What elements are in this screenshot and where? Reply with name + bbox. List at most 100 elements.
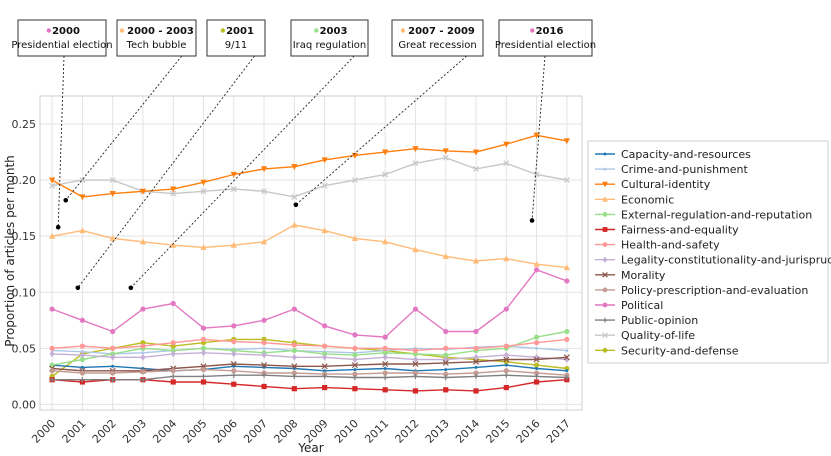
data-point bbox=[412, 373, 419, 379]
annotation-subtitle: Tech bubble bbox=[126, 40, 187, 51]
legend-swatch-marker bbox=[602, 317, 608, 323]
data-point bbox=[412, 347, 419, 354]
annotation-connector bbox=[130, 55, 355, 289]
data-point bbox=[533, 362, 540, 368]
data-point bbox=[533, 356, 540, 363]
y-axis-label: Proportion of articles per month bbox=[3, 155, 17, 347]
data-point bbox=[412, 160, 419, 167]
annotation-title: 2003 bbox=[320, 26, 348, 37]
annotation: 2016 Presidential election bbox=[495, 19, 596, 223]
data-point bbox=[473, 353, 479, 361]
data-point bbox=[141, 351, 145, 355]
data-point bbox=[291, 306, 297, 312]
legend-item: Morality bbox=[595, 269, 666, 282]
x-axis-label: Year bbox=[297, 441, 323, 455]
data-point bbox=[382, 171, 389, 178]
data-point bbox=[412, 146, 419, 153]
data-point bbox=[533, 373, 540, 379]
legend-item: Cultural-identity bbox=[595, 178, 711, 191]
data-point bbox=[503, 255, 510, 262]
data-point bbox=[261, 351, 267, 359]
data-point bbox=[231, 381, 237, 387]
data-point bbox=[322, 343, 328, 349]
legend-swatch-marker bbox=[602, 196, 608, 202]
x-tick-label: 2008 bbox=[271, 417, 300, 446]
x-tick-label: 2014 bbox=[453, 417, 482, 446]
annotation-box bbox=[290, 19, 369, 57]
data-point bbox=[170, 186, 177, 193]
data-point bbox=[231, 372, 237, 378]
data-point bbox=[323, 369, 327, 373]
x-tick-label: 2001 bbox=[60, 417, 89, 446]
data-point bbox=[79, 343, 85, 349]
data-point bbox=[443, 371, 449, 377]
data-point bbox=[565, 349, 569, 353]
data-point bbox=[535, 346, 539, 350]
legend-label: Morality bbox=[621, 269, 666, 282]
series-line bbox=[52, 379, 567, 392]
data-point bbox=[261, 383, 267, 390]
data-point bbox=[49, 306, 55, 312]
legend-swatch-marker bbox=[602, 212, 608, 217]
x-tick-label: 2015 bbox=[483, 417, 512, 446]
legend-swatch-marker bbox=[602, 332, 608, 339]
annotation: 2000 - 2003 Tech bubble bbox=[63, 19, 197, 203]
y-tick-label: 0.20 bbox=[12, 174, 37, 187]
data-point bbox=[291, 370, 297, 376]
series-layer bbox=[48, 132, 570, 394]
annotation-subtitle: Iraq regulation bbox=[293, 40, 367, 51]
series-line bbox=[52, 352, 567, 361]
data-point bbox=[109, 190, 116, 197]
annotation-title: 2000 bbox=[52, 26, 80, 37]
data-point bbox=[139, 188, 147, 195]
data-point bbox=[200, 379, 207, 385]
data-point bbox=[503, 356, 510, 363]
data-point bbox=[110, 377, 116, 383]
data-point bbox=[563, 138, 570, 145]
annotation-color-dot bbox=[220, 28, 225, 33]
data-point bbox=[352, 371, 358, 377]
data-point bbox=[564, 278, 570, 284]
data-point bbox=[352, 352, 358, 358]
annotation-point bbox=[63, 197, 69, 203]
data-point bbox=[140, 377, 146, 383]
data-point bbox=[351, 152, 359, 159]
legend-swatch-marker bbox=[602, 302, 608, 308]
data-point bbox=[49, 368, 55, 374]
annotation-connector bbox=[531, 55, 546, 221]
data-point bbox=[382, 149, 389, 156]
legend-swatch-marker bbox=[602, 271, 608, 278]
data-point bbox=[533, 260, 540, 267]
data-point bbox=[412, 356, 419, 363]
data-point bbox=[565, 369, 569, 373]
annotation-title: 2000 - 2003 bbox=[127, 26, 194, 37]
data-point bbox=[49, 377, 55, 383]
annotation-subtitle: Presidential election bbox=[495, 40, 596, 51]
data-point bbox=[564, 328, 570, 335]
legend-label: Quality-of-life bbox=[621, 329, 695, 342]
legend-swatch-marker bbox=[602, 181, 608, 188]
grid bbox=[40, 96, 582, 410]
annotation-point bbox=[128, 285, 134, 291]
data-point bbox=[382, 360, 389, 368]
annotation-connector bbox=[65, 55, 183, 201]
annotation: 2003 Iraq regulation bbox=[128, 19, 369, 291]
data-point bbox=[533, 171, 540, 178]
annotation-connector bbox=[77, 55, 255, 289]
data-point bbox=[140, 369, 146, 375]
legend-item: Quality-of-life bbox=[595, 329, 695, 342]
annotation-title: 2016 bbox=[536, 26, 564, 37]
annotation-color-dot bbox=[46, 28, 51, 33]
x-tick-label: 2010 bbox=[332, 417, 361, 446]
series-line bbox=[52, 374, 567, 381]
data-point bbox=[442, 154, 449, 161]
data-point bbox=[503, 351, 509, 359]
data-point bbox=[442, 148, 449, 155]
data-point bbox=[443, 328, 449, 335]
data-point bbox=[110, 345, 116, 351]
annotation-point bbox=[529, 218, 535, 223]
legend-item: Security-and-defense bbox=[595, 344, 739, 357]
x-tick-label: 2000 bbox=[29, 417, 58, 446]
data-point bbox=[503, 372, 509, 378]
data-point bbox=[442, 359, 449, 366]
